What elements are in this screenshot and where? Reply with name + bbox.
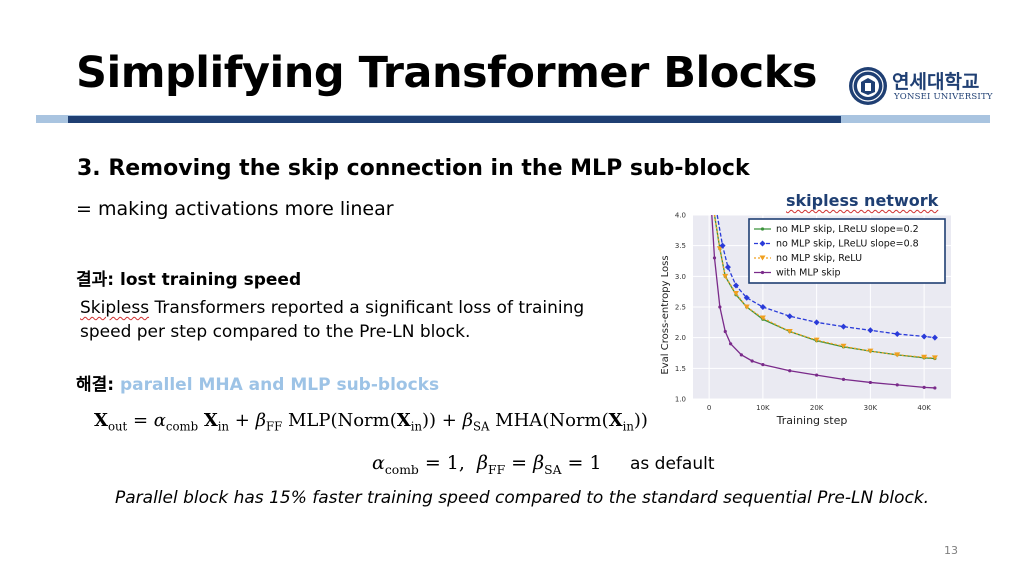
data-point — [786, 313, 793, 320]
legend-label: no MLP skip, LReLU slope=0.8 — [776, 239, 919, 250]
data-point — [840, 343, 847, 349]
result-line: 결과: lost training speed — [76, 265, 301, 290]
data-point — [813, 319, 820, 326]
y-tick-label: 3.0 — [675, 273, 686, 281]
parallel-block-equation: Xout = αcomb Xin + βFF MLP(Norm(Xin)) + … — [94, 410, 648, 434]
data-point — [921, 333, 928, 340]
legend-box — [748, 218, 946, 284]
body-rest: Transformers reported a significant loss… — [80, 298, 585, 342]
x-tick-label: 0 — [707, 404, 711, 412]
result-label: 결과: — [76, 270, 115, 290]
data-point — [931, 355, 938, 361]
section-subheading: = making activations more linear — [76, 198, 394, 220]
university-logo: 연세대학교 YONSEI UNIVERSITY — [848, 66, 993, 106]
data-point — [840, 323, 847, 330]
page-number: 13 — [944, 544, 958, 557]
data-point — [743, 304, 750, 310]
x-axis-label: Training step — [776, 414, 848, 427]
data-point — [922, 385, 926, 389]
data-point — [739, 353, 743, 357]
data-point — [841, 377, 846, 381]
x-tick-label: 40K — [917, 404, 931, 412]
y-tick-label: 1.0 — [675, 396, 686, 404]
x-tick-label: 10K — [756, 404, 770, 412]
data-point — [815, 373, 819, 377]
data-point — [712, 256, 717, 260]
data-point — [894, 352, 901, 358]
legend-label: no MLP skip, LReLU slope=0.2 — [776, 224, 919, 235]
data-point — [759, 304, 766, 310]
y-tick-label: 1.5 — [675, 365, 686, 373]
data-point — [931, 334, 938, 341]
data-point — [895, 383, 899, 387]
data-point — [921, 354, 928, 360]
default-label: as default — [630, 454, 715, 474]
data-point — [867, 348, 874, 354]
data-point — [743, 294, 750, 301]
legend-marker — [759, 255, 766, 261]
university-seal-icon — [849, 67, 887, 105]
x-tick-label: 20K — [810, 404, 824, 412]
data-point — [867, 327, 874, 334]
data-point — [718, 305, 722, 309]
data-point — [813, 337, 820, 343]
slide-title: Simplifying Transformer Blocks — [76, 48, 818, 98]
y-tick-label: 3.5 — [675, 242, 686, 250]
data-point — [733, 291, 739, 297]
logo-english-text: YONSEI UNIVERSITY — [894, 92, 993, 102]
data-point — [759, 315, 766, 321]
y-tick-label: 2.0 — [675, 334, 686, 342]
x-tick-label: 30K — [864, 404, 878, 412]
result-description: Skipless Transformers reported a signifi… — [80, 296, 620, 344]
y-tick-label: 2.5 — [675, 304, 686, 312]
legend-marker — [760, 227, 765, 231]
legend-label: no MLP skip, ReLU — [776, 253, 862, 264]
section-heading: 3. Removing the skip connection in the M… — [77, 156, 750, 181]
body-word-skipless: Skipless — [80, 298, 150, 318]
solution-text: parallel MHA and MLP sub-blocks — [120, 375, 440, 395]
data-point — [761, 363, 765, 367]
title-rule-dark — [68, 116, 841, 123]
data-point — [786, 329, 793, 335]
legend-marker — [759, 240, 766, 247]
data-point — [719, 242, 726, 249]
result-text: lost training speed — [120, 270, 302, 290]
data-point — [750, 359, 754, 363]
logo-korean-text: 연세대학교 — [892, 71, 980, 93]
default-parameter-equation: αcomb = 1, βFF = βSA = 1 — [372, 452, 602, 477]
data-point — [724, 264, 731, 271]
data-point — [723, 329, 727, 334]
y-tick-label: 4.0 — [675, 212, 686, 220]
data-point — [788, 369, 792, 373]
data-point — [722, 273, 729, 279]
data-point — [933, 386, 937, 390]
data-point — [729, 342, 733, 346]
legend-label: with MLP skip — [776, 268, 841, 279]
data-point — [716, 246, 723, 252]
legend-marker — [760, 270, 765, 275]
data-point — [868, 380, 872, 385]
loss-chart: 0 10K 20K 30K 40K 1.0 1.5 2.0 2.5 3.0 3.5 4.0 Traini… — [660, 212, 951, 427]
chart-caption: skipless network — [786, 191, 939, 210]
solution-label: 해결: — [76, 375, 115, 395]
speed-note: Parallel block has 15% faster training s… — [115, 488, 930, 508]
y-axis-label: Eval Cross-entropy Loss — [660, 255, 671, 374]
data-point — [894, 330, 901, 337]
data-point — [733, 282, 739, 289]
solution-line: 해결: parallel MHA and MLP sub-blocks — [76, 370, 439, 395]
